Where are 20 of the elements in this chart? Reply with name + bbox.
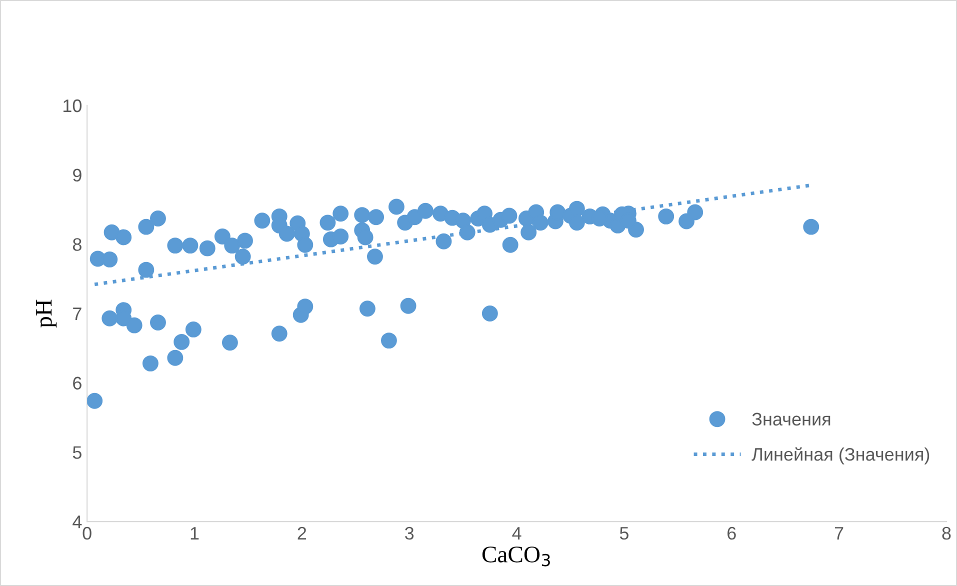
x-tick-label: 3 bbox=[405, 526, 414, 540]
x-tick-label: 7 bbox=[834, 527, 844, 540]
y-tick-label: 4 bbox=[72, 516, 82, 528]
y-tick-label: 10 bbox=[64, 99, 82, 112]
y-tick-label: 6 bbox=[73, 376, 82, 390]
x-tick-label: 6 bbox=[728, 526, 736, 540]
legend-label: Линейная (Значения) bbox=[752, 447, 930, 464]
legend-label: Значения bbox=[752, 412, 830, 426]
x-tick-label: 4 bbox=[512, 527, 522, 540]
x-tick-label: 5 bbox=[620, 527, 628, 540]
x-tick-label: 1 bbox=[190, 527, 199, 540]
y-tick-label: 7 bbox=[73, 308, 82, 320]
x-tick-label: 2 bbox=[298, 526, 306, 540]
y-tick-label: 8 bbox=[72, 238, 82, 251]
y-tick-label: 5 bbox=[72, 446, 82, 459]
y-axis-title: pH bbox=[36, 300, 57, 328]
x-axis-title: CaCO$_{3}$ bbox=[482, 546, 550, 566]
y-tick-label: 9 bbox=[73, 168, 82, 182]
x-tick-label: 8 bbox=[942, 526, 951, 540]
x-tick-label: 0 bbox=[82, 526, 92, 540]
